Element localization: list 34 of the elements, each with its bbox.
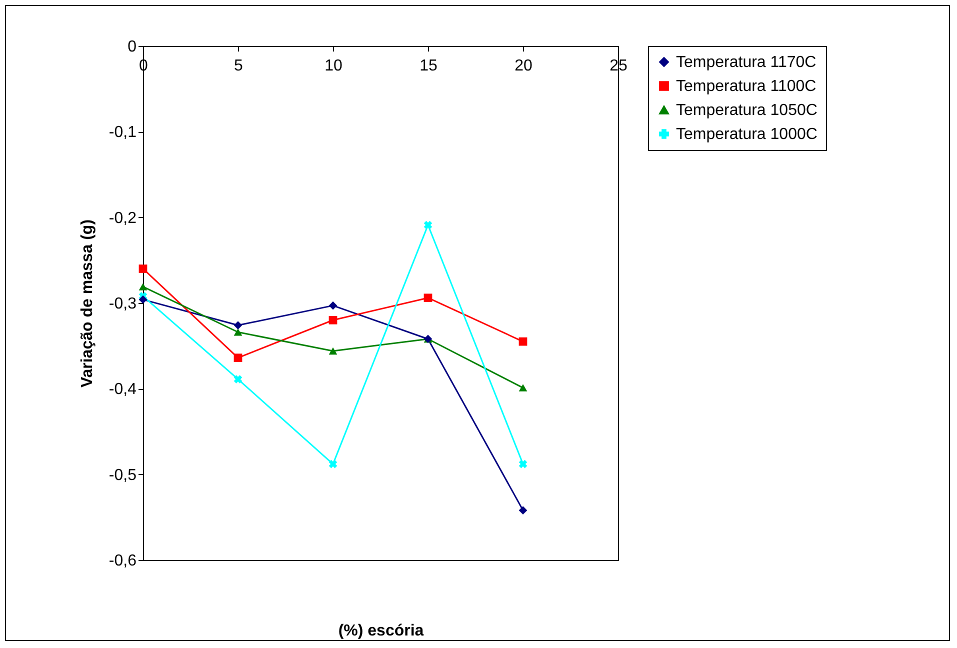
point (328, 460, 338, 468)
y-axis-title: Variação de massa (g) (78, 219, 96, 388)
y-tick-label: 0 (128, 38, 137, 56)
point (234, 328, 242, 336)
point (328, 316, 338, 324)
point (424, 220, 432, 230)
legend-label: Temperatura 1100C (676, 78, 816, 95)
x-tick-label: 20 (514, 58, 532, 74)
point (328, 301, 338, 310)
y-tick-label: -0,4 (108, 381, 137, 398)
point (234, 354, 242, 362)
point (138, 295, 148, 304)
point (518, 506, 528, 514)
point (518, 460, 528, 468)
y-tick-label: -0,3 (108, 296, 137, 312)
x-tick-label: 10 (324, 58, 342, 74)
point (234, 321, 242, 330)
x-tick-label: 15 (420, 58, 438, 74)
point (328, 347, 338, 355)
legend-label: Temperatura 1050C (676, 102, 818, 119)
y-tick-label: -0,2 (108, 210, 137, 227)
point (234, 375, 242, 384)
point (518, 384, 528, 392)
y-tick-label: -0,6 (108, 552, 137, 570)
x-axis-title: (%) escória (338, 622, 424, 640)
legend-label: Temperatura 1170C (676, 54, 816, 71)
legend-label: Temperatura 1000C (676, 126, 818, 143)
point (138, 264, 148, 273)
y-tick-label: -0,1 (108, 124, 137, 142)
point (424, 294, 432, 302)
x-tick-label: 5 (234, 58, 244, 74)
point (138, 283, 148, 290)
y-tick-label: -0,5 (108, 466, 137, 484)
point (518, 337, 528, 346)
